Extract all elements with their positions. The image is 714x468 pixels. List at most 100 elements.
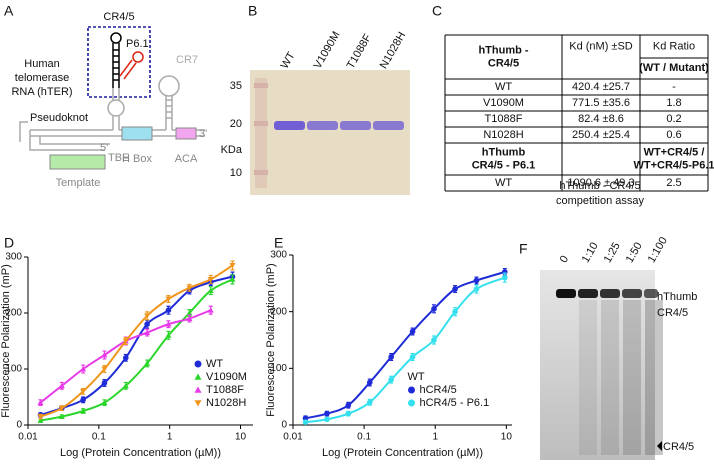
cr7-loop xyxy=(158,75,180,97)
table-cell: CR4/5 xyxy=(488,57,519,69)
aca xyxy=(175,127,197,140)
table-cell: hThumb xyxy=(482,146,526,158)
point xyxy=(366,379,373,386)
lane-label: T1088F xyxy=(345,32,374,71)
x-tick-label: 10 xyxy=(235,432,247,443)
y-tick-label: 100 xyxy=(5,364,22,375)
label: Template xyxy=(56,177,101,189)
point xyxy=(186,310,193,316)
point xyxy=(207,277,214,283)
point xyxy=(101,399,108,405)
stem xyxy=(112,43,120,88)
table-cell: - xyxy=(672,81,676,93)
label: ACA xyxy=(175,153,198,165)
gel-title: hThumb - CR4/5 xyxy=(559,180,640,192)
point xyxy=(101,380,108,386)
table-cell: 82.4 ±8.6 xyxy=(578,113,624,125)
rna-diagram xyxy=(19,26,205,170)
p61-stem xyxy=(119,59,137,80)
cr7-stem xyxy=(112,96,173,130)
legend-marker xyxy=(194,386,202,393)
p61-loop xyxy=(132,51,144,63)
legend-label: hCR4/5 - P6.1 xyxy=(420,397,490,409)
label: 5' xyxy=(100,142,108,154)
arrow xyxy=(657,441,662,451)
legend-label: WT xyxy=(206,358,223,370)
smear xyxy=(645,300,663,455)
y-tick-label: 100 xyxy=(270,363,287,374)
y-axis-label: Fluorescence Polarization (mP) xyxy=(0,264,12,417)
y-tick-label: 0 xyxy=(16,420,22,431)
label: RNA (hTER) xyxy=(11,86,72,98)
point xyxy=(165,321,172,327)
point xyxy=(229,276,236,282)
x-tick-label: 10 xyxy=(501,432,513,443)
lane-label: 1:100 xyxy=(646,235,670,265)
point xyxy=(501,274,508,281)
legend-marker xyxy=(194,360,202,368)
panel-label: E xyxy=(274,235,283,251)
table-cell: (WT / Mutant) xyxy=(639,62,709,74)
point xyxy=(165,332,172,338)
fit-line xyxy=(305,271,506,420)
x-tick-label: 1 xyxy=(167,432,173,443)
point xyxy=(324,410,330,417)
y-tick-label: 0 xyxy=(281,420,287,431)
legend-label: N1028H xyxy=(206,397,246,409)
smear xyxy=(601,300,619,455)
panel-label: C xyxy=(432,3,442,19)
point xyxy=(302,419,309,425)
point xyxy=(37,399,44,405)
band xyxy=(644,289,658,298)
x-tick-label: 0.1 xyxy=(92,432,106,443)
lane-label: 1:25 xyxy=(602,240,623,265)
band xyxy=(578,289,598,298)
point xyxy=(431,306,437,312)
marker-label: 10 xyxy=(230,167,242,179)
point xyxy=(324,416,330,423)
point xyxy=(37,414,44,420)
label: CR7 xyxy=(176,54,198,66)
gel-title: competition assay xyxy=(556,195,645,207)
point xyxy=(207,307,214,313)
point xyxy=(388,376,394,383)
point xyxy=(58,405,65,412)
point xyxy=(165,307,172,314)
table-cell: CR4/5 - P6.1 xyxy=(472,159,536,171)
template xyxy=(49,154,106,170)
point xyxy=(122,355,129,361)
fit-line xyxy=(40,264,234,418)
table-cell: Kd (nM) ±SD xyxy=(569,40,633,52)
table-cell: 250.4 ±25.4 xyxy=(572,129,630,141)
fit-line xyxy=(305,276,506,424)
point xyxy=(207,287,214,293)
legend-marker xyxy=(408,399,415,407)
point xyxy=(122,382,129,389)
lane-label: WT xyxy=(279,50,298,71)
point xyxy=(409,354,416,360)
table-cell: 771.5 ±35.6 xyxy=(572,97,630,109)
marker-label: 20 xyxy=(230,118,242,130)
table-cell: 1.8 xyxy=(666,97,681,109)
point xyxy=(37,417,44,423)
point xyxy=(409,328,416,335)
point xyxy=(144,360,151,366)
band xyxy=(600,289,620,298)
point xyxy=(144,321,150,328)
band-label: CR4/5 xyxy=(657,307,688,319)
point xyxy=(473,286,480,292)
lane-label: 1:10 xyxy=(580,240,601,265)
x-tick-label: 0.1 xyxy=(357,432,371,443)
table-cell: WT+CR4/5 / xyxy=(644,146,705,158)
point xyxy=(58,413,65,419)
y-tick-label: 200 xyxy=(270,306,287,317)
table-cell: 2.5 xyxy=(666,177,681,189)
legend-marker xyxy=(194,400,202,407)
point xyxy=(452,308,458,315)
label: 3' xyxy=(199,128,207,140)
point xyxy=(80,408,87,414)
band-label: hThumb xyxy=(657,291,697,303)
x-axis-label: Log (Protein Concentration (µM)) xyxy=(60,447,221,459)
lane-label: 1:50 xyxy=(624,240,645,265)
band xyxy=(373,121,404,130)
